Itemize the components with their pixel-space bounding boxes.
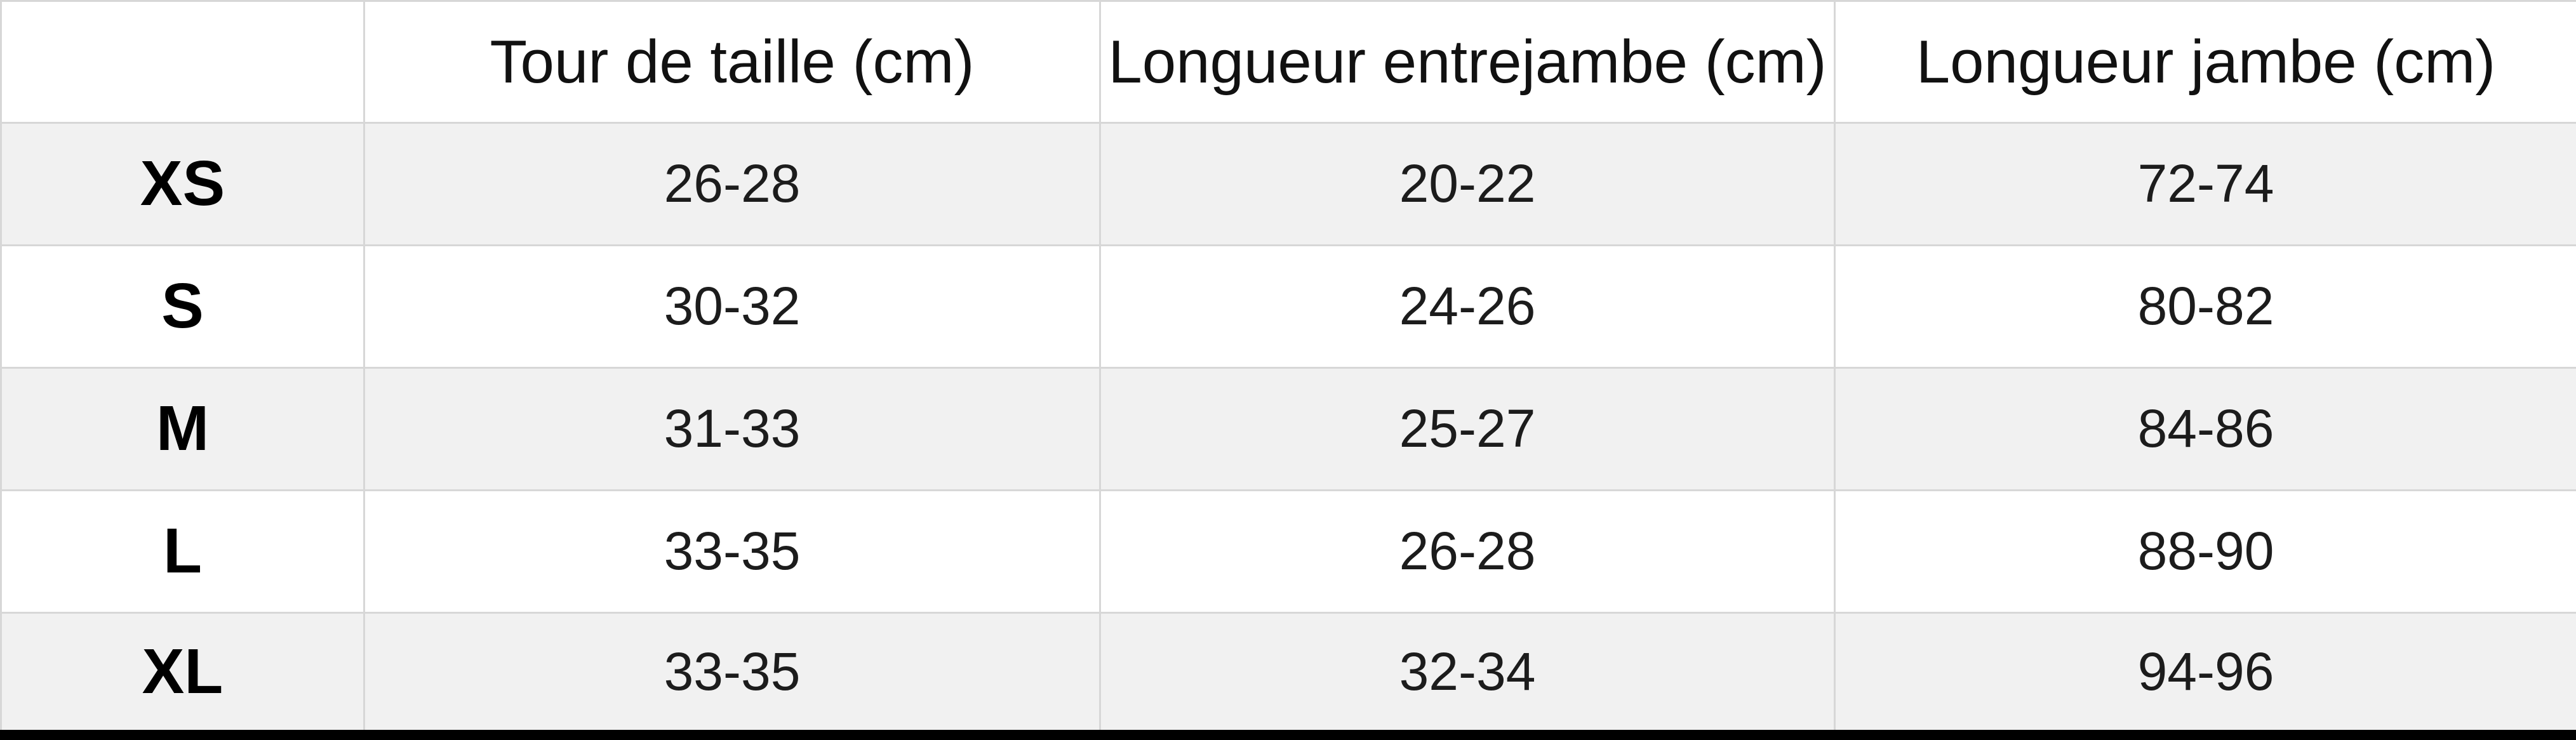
size-label-l: L <box>0 489 365 614</box>
leg-length-value-l: 88-90 <box>1834 489 2576 614</box>
size-label-s: S <box>0 244 365 369</box>
header-row: Tour de taille (cm) Longueur entrejambe … <box>0 0 2576 124</box>
inseam-value-s: 24-26 <box>1099 244 1836 369</box>
leg-length-value-m: 84-86 <box>1834 366 2576 491</box>
inseam-value-m: 25-27 <box>1099 366 1836 491</box>
size-row-s: S 30-32 24-26 80-82 <box>0 244 2576 369</box>
inseam-value-l: 26-28 <box>1099 489 1836 614</box>
waist-value-m: 31-33 <box>363 366 1101 491</box>
leg-length-value-xs: 72-74 <box>1834 122 2576 246</box>
inseam-value-xl: 32-34 <box>1099 611 1836 736</box>
waist-value-xs: 26-28 <box>363 122 1101 246</box>
waist-value-s: 30-32 <box>363 244 1101 369</box>
size-row-xl: XL 33-35 32-34 94-96 <box>0 611 2576 736</box>
size-row-xs: XS 26-28 20-22 72-74 <box>0 122 2576 246</box>
leg-length-value-s: 80-82 <box>1834 244 2576 369</box>
size-label-m: M <box>0 366 365 491</box>
column-header-waist: Tour de taille (cm) <box>363 0 1101 124</box>
column-header-inseam: Longueur entrejambe (cm) <box>1099 0 1836 124</box>
size-label-xs: XS <box>0 122 365 246</box>
corner-header-cell <box>0 0 365 124</box>
column-header-leg-length: Longueur jambe (cm) <box>1834 0 2576 124</box>
size-row-m: M 31-33 25-27 84-86 <box>0 366 2576 491</box>
leg-length-value-xl: 94-96 <box>1834 611 2576 736</box>
waist-value-xl: 33-35 <box>363 611 1101 736</box>
size-label-xl: XL <box>0 611 365 736</box>
size-row-l: L 33-35 26-28 88-90 <box>0 489 2576 614</box>
inseam-value-xs: 20-22 <box>1099 122 1836 246</box>
waist-value-l: 33-35 <box>363 489 1101 614</box>
